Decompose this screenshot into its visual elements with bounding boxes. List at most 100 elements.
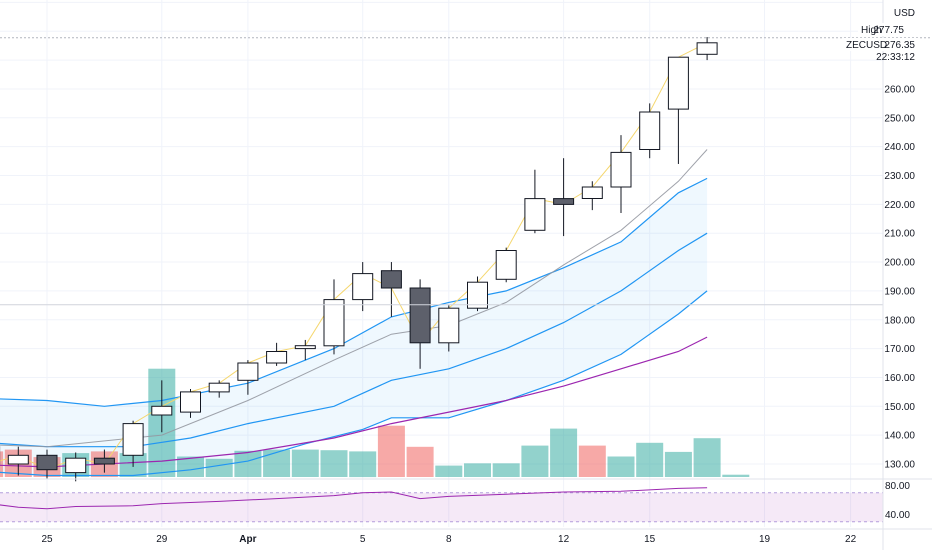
candle <box>495 247 517 283</box>
candle-body <box>180 391 201 413</box>
candle-body <box>266 351 288 364</box>
high-price-tag: High 277.75 <box>858 23 908 36</box>
candle-body <box>409 287 431 344</box>
candle-body <box>380 270 402 289</box>
price-pane[interactable] <box>0 37 932 482</box>
candle-body <box>122 423 144 456</box>
volume-bar <box>406 446 434 477</box>
countdown: 22:33:12 <box>876 52 915 63</box>
candle-body <box>524 198 546 231</box>
candle <box>352 262 374 312</box>
rsi-tick-label: 40.00 <box>885 510 910 521</box>
volume-bar <box>636 442 664 477</box>
candle-body <box>65 457 87 474</box>
volume-bar <box>177 456 204 477</box>
price-tick-label: 130.00 <box>884 460 915 471</box>
volume-bar <box>578 445 606 477</box>
volume-bar <box>205 458 233 477</box>
rsi-tick-label: 80.00 <box>885 481 910 492</box>
candles <box>0 37 718 482</box>
volume-bar <box>693 438 721 477</box>
candle-body <box>495 250 517 280</box>
time-tick-label: 22 <box>845 534 857 545</box>
last-value: 276.35 <box>884 40 915 51</box>
last-symbol-label: ZECUSD <box>846 40 887 51</box>
candle <box>667 56 689 164</box>
price-tick-label: 260.00 <box>884 85 915 96</box>
time-tick-label: 15 <box>644 534 656 545</box>
volume-bar <box>521 445 549 477</box>
volume-bar <box>263 449 291 477</box>
candle-body <box>151 405 173 416</box>
candle <box>581 181 603 211</box>
candle <box>696 37 718 61</box>
rsi-line <box>0 487 708 510</box>
candle <box>237 360 259 395</box>
candle <box>553 158 575 237</box>
bollinger-lower-line <box>0 290 708 477</box>
candle-body <box>294 345 316 350</box>
price-tick-label: 220.00 <box>884 200 915 211</box>
candle <box>610 135 632 214</box>
time-tick-label: 12 <box>558 534 570 545</box>
candle-body <box>639 111 661 150</box>
high-value: 277.75 <box>873 25 904 36</box>
candle-body <box>237 362 259 381</box>
volume-bar <box>435 465 463 477</box>
price-tick-label: 240.00 <box>884 142 915 153</box>
candle-body <box>323 299 345 347</box>
candle <box>409 279 431 369</box>
price-tick-label: 140.00 <box>884 431 915 442</box>
rsi-band <box>0 492 883 522</box>
volume-bar <box>464 463 491 477</box>
candle <box>467 276 488 312</box>
price-axis[interactable]: 130.00 140.00 150.00 160.00 170.00 180.00 190.… <box>884 85 915 471</box>
volume-bar <box>550 428 578 477</box>
time-tick-label: Apr <box>239 534 256 545</box>
volume-bar <box>377 425 405 477</box>
candle-body <box>667 56 689 110</box>
last-price-tag: ZECUSD 276.35 22:33:12 <box>843 38 919 63</box>
candle <box>294 339 316 361</box>
candle-body <box>93 457 115 465</box>
high-label: High <box>861 25 882 36</box>
volume-bar <box>349 451 377 478</box>
candle <box>524 169 546 234</box>
time-axis[interactable]: 25 29 Apr 5 8 12 15 19 22 <box>41 534 856 545</box>
candle-body <box>438 307 460 344</box>
candle <box>380 262 402 317</box>
candle-body <box>467 281 488 309</box>
volume-bar <box>492 463 520 477</box>
rsi-axis[interactable]: 40.00 80.00 <box>885 481 910 521</box>
candle-body <box>581 186 603 199</box>
volume-bar <box>320 450 348 477</box>
volume-bar <box>291 449 319 477</box>
candle <box>36 449 58 479</box>
price-tick-label: 210.00 <box>884 229 915 240</box>
price-tick-label: 190.00 <box>884 286 915 297</box>
moving-average-long-line <box>0 336 708 468</box>
volume-bar <box>607 456 635 477</box>
currency-label: USD <box>894 8 915 19</box>
time-tick-label: 8 <box>446 534 452 545</box>
price-tick-label: 230.00 <box>884 171 915 182</box>
volume-bar <box>664 451 692 477</box>
bollinger-upper-line <box>0 177 708 407</box>
rsi-pane[interactable] <box>0 487 883 523</box>
price-tick-label: 170.00 <box>884 344 915 355</box>
price-tick-label: 160.00 <box>884 373 915 384</box>
candle-body <box>36 454 58 471</box>
candle <box>7 446 29 476</box>
candle <box>323 279 345 355</box>
candle-body <box>553 198 575 205</box>
volume-bar <box>0 451 4 478</box>
bollinger-band-fill <box>0 178 708 476</box>
time-tick-label: 25 <box>41 534 53 545</box>
candle-body <box>696 42 718 55</box>
time-tick-label: 5 <box>360 534 366 545</box>
candle-body <box>352 273 374 301</box>
candle <box>266 342 288 366</box>
volume-bar <box>234 450 262 477</box>
candle-body <box>208 382 230 393</box>
